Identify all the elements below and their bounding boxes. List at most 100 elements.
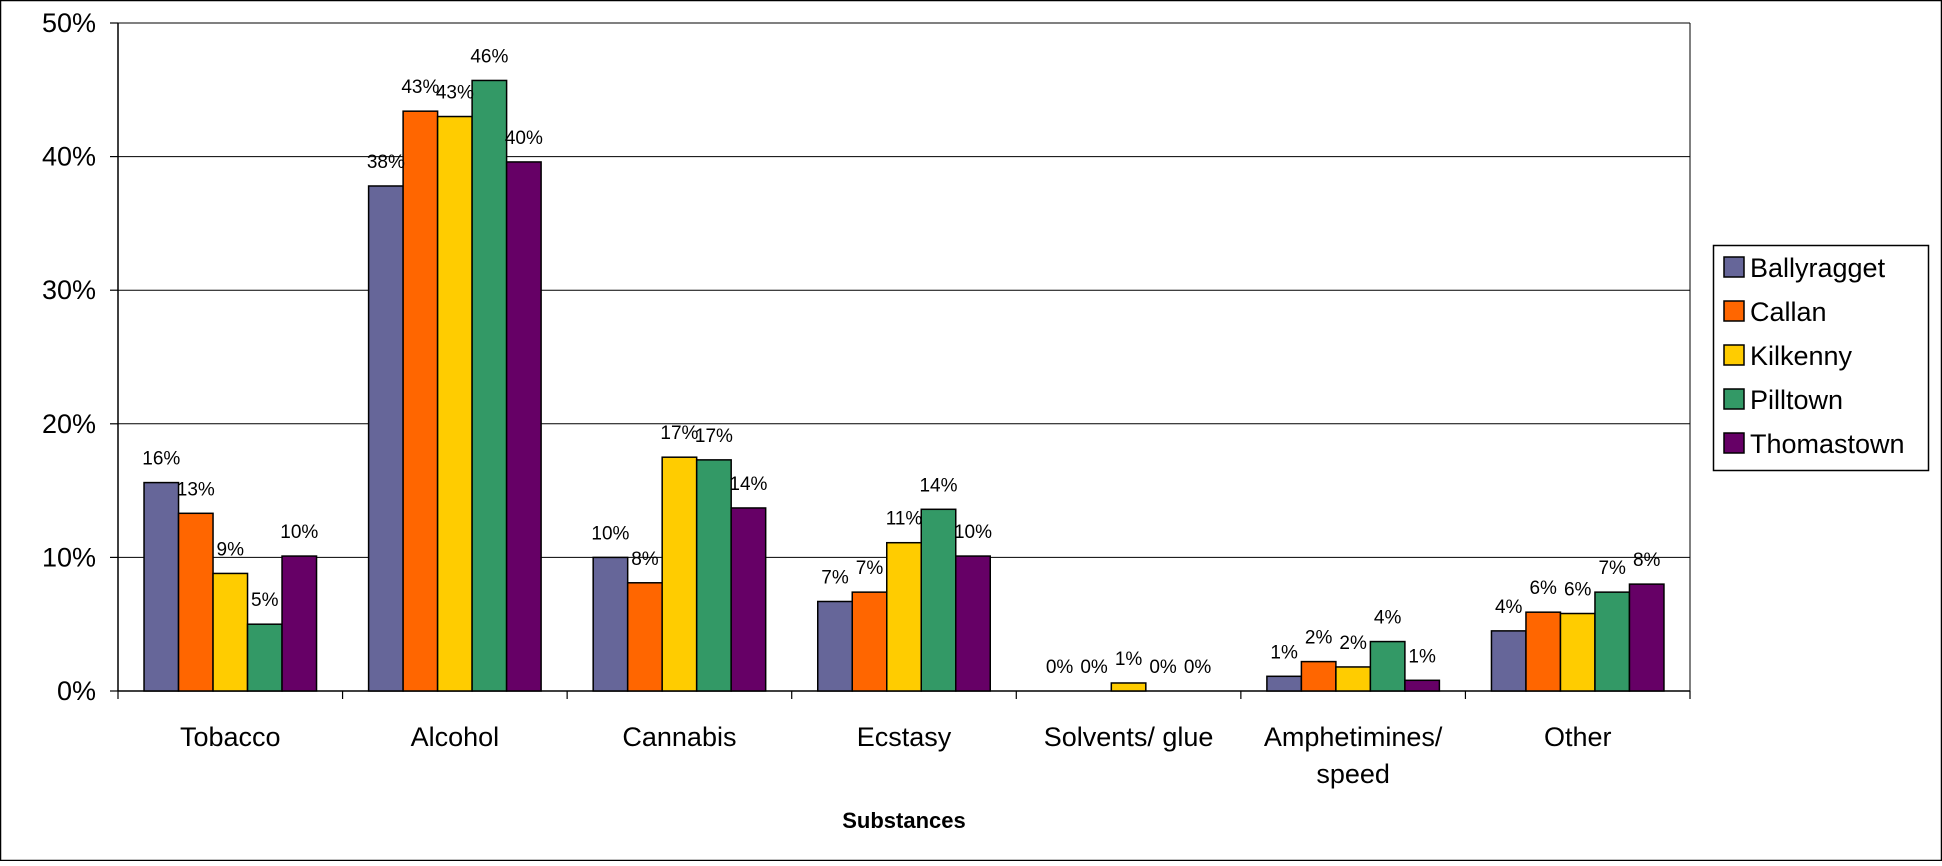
x-tick-label: Amphetimines/ bbox=[1264, 722, 1443, 752]
bar bbox=[1404, 679, 1441, 692]
bar bbox=[212, 572, 249, 692]
y-tick-label: 10% bbox=[42, 542, 96, 572]
bar bbox=[1628, 583, 1665, 692]
bar bbox=[436, 115, 473, 692]
data-label: 14% bbox=[729, 474, 767, 495]
data-label: 10% bbox=[280, 522, 318, 543]
x-tick-label: Other bbox=[1544, 722, 1612, 752]
legend-label: Kilkenny bbox=[1750, 341, 1853, 371]
bar bbox=[592, 556, 629, 692]
bar bbox=[281, 555, 318, 692]
bar bbox=[367, 185, 404, 692]
bar bbox=[1559, 612, 1596, 692]
data-label: 2% bbox=[1339, 633, 1367, 654]
data-label: 43% bbox=[401, 77, 439, 98]
bar bbox=[505, 161, 542, 692]
bar bbox=[143, 481, 180, 692]
bar bbox=[1594, 591, 1631, 692]
bar bbox=[851, 591, 888, 692]
bar bbox=[246, 623, 283, 692]
data-label: 14% bbox=[919, 475, 957, 496]
data-label: 0% bbox=[1149, 657, 1177, 678]
bar bbox=[471, 79, 508, 692]
data-label: 1% bbox=[1115, 649, 1143, 670]
legend-label: Thomastown bbox=[1750, 429, 1905, 459]
data-label: 9% bbox=[217, 539, 245, 560]
data-label: 8% bbox=[1633, 550, 1661, 571]
bar bbox=[920, 508, 957, 692]
legend-swatch bbox=[1723, 432, 1745, 454]
bar bbox=[1110, 682, 1147, 692]
bar bbox=[177, 512, 214, 692]
legend-label: Pilltown bbox=[1750, 385, 1843, 415]
data-label: 5% bbox=[251, 590, 279, 611]
bars bbox=[143, 79, 1665, 692]
bar bbox=[886, 541, 922, 692]
legend-swatch bbox=[1723, 300, 1745, 322]
data-label: 0% bbox=[1184, 657, 1212, 678]
bar bbox=[1369, 640, 1406, 692]
legend: Ballyragget Callan Kilkenny Pilltown Thomast… bbox=[1712, 244, 1930, 472]
bar bbox=[661, 456, 698, 692]
legend-label: Callan bbox=[1750, 297, 1827, 327]
data-label: 43% bbox=[436, 83, 474, 104]
data-label: 4% bbox=[1374, 608, 1402, 629]
x-tick-label: Alcohol bbox=[411, 722, 500, 752]
data-label: 40% bbox=[505, 128, 543, 149]
bar bbox=[1490, 630, 1527, 692]
data-label: 46% bbox=[470, 46, 508, 67]
data-label: 6% bbox=[1529, 578, 1557, 599]
x-tick-label: Cannabis bbox=[622, 722, 736, 752]
x-tick-label: Solvents/ glue bbox=[1044, 722, 1214, 752]
bar bbox=[1335, 666, 1372, 692]
data-label: 11% bbox=[886, 509, 923, 530]
y-tick-label: 40% bbox=[42, 142, 96, 172]
data-label: 10% bbox=[954, 522, 992, 543]
data-label: 0% bbox=[1080, 657, 1108, 678]
x-axis: Tobacco Alcohol Cannabis Ecstasy Solvents/ g… bbox=[117, 690, 1691, 789]
data-label: 38% bbox=[367, 152, 405, 173]
legend-box bbox=[1712, 244, 1930, 472]
data-label: 4% bbox=[1495, 597, 1523, 618]
data-labels: 16%13%9%5%10%38%43%43%46%40%10%8%17%17%1… bbox=[142, 46, 1660, 678]
data-label: 7% bbox=[856, 558, 884, 579]
data-label: 10% bbox=[591, 523, 629, 544]
bar bbox=[1266, 675, 1303, 692]
x-tick-label: Ecstasy bbox=[857, 722, 952, 752]
data-label: 1% bbox=[1408, 646, 1436, 667]
legend-swatch bbox=[1723, 256, 1745, 278]
data-label: 8% bbox=[631, 549, 659, 570]
x-tick-label: Tobacco bbox=[180, 722, 281, 752]
x-tick-label: speed bbox=[1316, 759, 1390, 789]
legend-swatch bbox=[1723, 388, 1745, 410]
data-label: 2% bbox=[1305, 628, 1333, 649]
data-label: 0% bbox=[1046, 657, 1074, 678]
data-label: 6% bbox=[1564, 580, 1592, 601]
data-label: 17% bbox=[695, 426, 733, 447]
y-tick-label: 20% bbox=[42, 409, 96, 439]
bar bbox=[730, 507, 767, 692]
y-tick-label: 0% bbox=[57, 676, 96, 706]
legend-swatch bbox=[1723, 344, 1745, 366]
bar bbox=[626, 582, 663, 692]
legend-label: Ballyragget bbox=[1750, 253, 1886, 283]
y-tick-label: 50% bbox=[42, 8, 96, 38]
bar bbox=[817, 600, 853, 692]
bar bbox=[955, 555, 991, 692]
bar bbox=[402, 110, 439, 692]
bar bbox=[1525, 611, 1562, 692]
data-label: 17% bbox=[660, 423, 698, 444]
data-label: 7% bbox=[821, 567, 849, 588]
x-axis-title: Substances bbox=[842, 808, 966, 833]
bar bbox=[695, 459, 732, 692]
y-tick-label: 30% bbox=[42, 275, 96, 305]
data-label: 16% bbox=[142, 449, 180, 470]
data-label: 13% bbox=[177, 479, 215, 500]
bar bbox=[1300, 660, 1337, 692]
data-label: 1% bbox=[1270, 642, 1298, 663]
y-axis: 0% 10% 20% 30% 40% 50% bbox=[42, 8, 119, 706]
data-label: 7% bbox=[1598, 558, 1626, 579]
